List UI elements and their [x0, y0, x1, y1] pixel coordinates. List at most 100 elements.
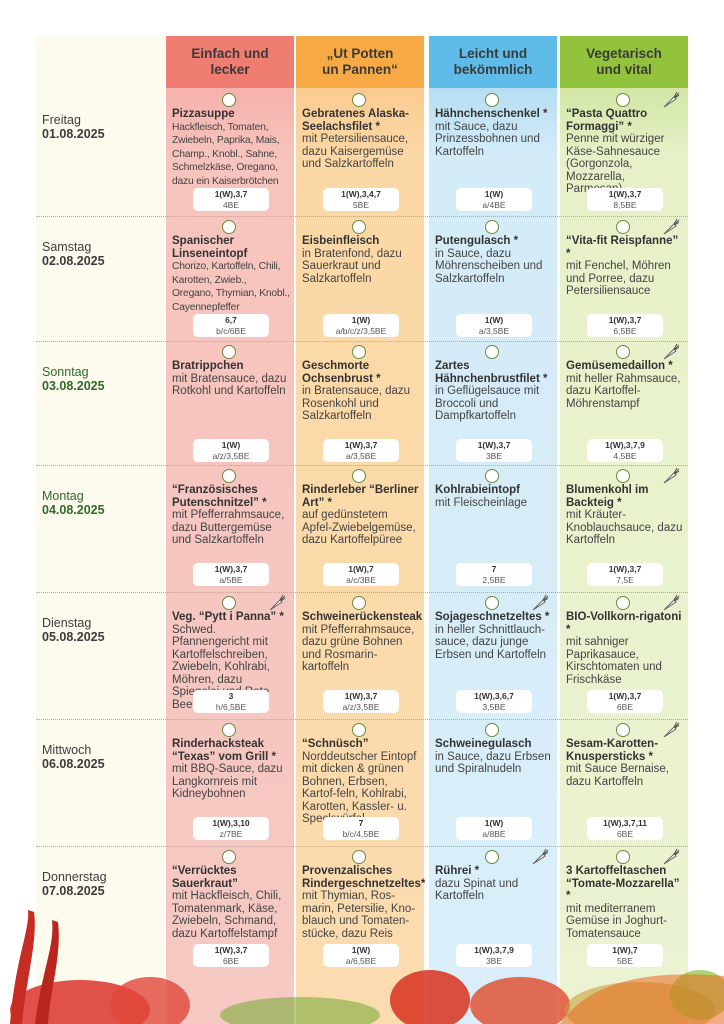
meal-description: mit Petersiliensauce, dazu Kaisergemüse … [302, 133, 409, 170]
meal-description: mit Pfefferrahmsauce, dazu grüne Bohnen … [302, 623, 415, 674]
allergen-info-box: 1(W),3,7 6BE [193, 944, 269, 967]
select-meal-checkbox[interactable] [222, 345, 236, 359]
allergen-info-box: 1(W) a/8BE [456, 817, 532, 840]
allergen-codes: 1(W) [351, 945, 371, 955]
meal-title: “Pasta Quattro Formaggi” * [566, 108, 648, 133]
vegetarian-carrot-icon [663, 467, 680, 484]
additive-be-codes: a/b/c/z/3,5BE [335, 326, 387, 336]
meal-cell-vegetarisch: Gemüsemedaillon * mit heller Rahmsauce, d… [560, 343, 684, 467]
allergen-info-box: 1(W),3,4,7 5BE [323, 188, 399, 211]
day-name: Freitag [42, 113, 81, 127]
allergen-info-box: 1(W),3,6,7 3,5BE [456, 690, 532, 713]
meal-description: auf gedünstetem Apfel-Zwiebelgemüse, daz… [302, 509, 416, 546]
allergen-info-box: 1(W),3,7 6BE [587, 690, 663, 713]
day-column-bg [36, 36, 164, 1024]
meal-description: mit Sauce Bernaise, dazu Kartoffeln [566, 763, 669, 788]
meal-title: “Schnüsch” [302, 738, 369, 750]
meal-title: Zartes Hähnchenbrustfilet * [435, 360, 548, 385]
meal-title: BIO-Vollkorn-rigatoni * [566, 611, 682, 636]
additive-be-codes: 3BE [485, 956, 503, 966]
additive-be-codes: 6BE [616, 829, 634, 839]
allergen-info-box: 1(W),7 5BE [587, 944, 663, 967]
allergen-info-box: 1(W),3,7,9 4,5BE [587, 439, 663, 462]
day-label: Donnerstag 07.08.2025 [42, 870, 162, 898]
select-meal-checkbox[interactable] [352, 723, 366, 737]
meal-description: in Bratenfond, dazu Sauerkraut und Salzk… [302, 247, 402, 285]
select-meal-checkbox[interactable] [222, 850, 236, 864]
day-label: Montag 04.08.2025 [42, 489, 162, 517]
select-meal-checkbox[interactable] [616, 850, 630, 864]
select-meal-checkbox[interactable] [352, 220, 366, 234]
allergen-info-box: 1(W),3,10 z/7BE [193, 817, 269, 840]
allergen-codes: 1(W),3,7,9 [474, 945, 514, 955]
select-meal-checkbox[interactable] [616, 345, 630, 359]
allergen-info-box: 1(W),3,7 4BE [193, 188, 269, 211]
meal-text: Eisbeinfleisch in Bratenfond, dazu Sauerk… [302, 235, 420, 285]
meal-cell-einfach: Bratrippchen mit Bratensauce, dazu Rotkoh… [166, 345, 290, 467]
meal-text: Putengulasch * in Sauce, dazu Möhrenschei… [435, 235, 553, 285]
select-meal-checkbox[interactable] [485, 345, 499, 359]
select-meal-checkbox[interactable] [222, 469, 236, 483]
allergen-codes: 1(W),3,7 [344, 440, 378, 450]
meal-cell-vegetarisch: 3 Kartoffeltaschen “Tomate-Mozzarella” *… [560, 848, 684, 972]
allergen-info-box: 1(W),3,7,9 3BE [456, 944, 532, 967]
select-meal-checkbox[interactable] [485, 469, 499, 483]
select-meal-checkbox[interactable] [616, 723, 630, 737]
day-name: Dienstag [42, 616, 92, 630]
header-line: „Ut Potten [326, 46, 394, 61]
select-meal-checkbox[interactable] [352, 596, 366, 610]
meal-cell-vegetarisch: Blumenkohl im Backteig * mit Kräuter-Knob… [560, 467, 684, 591]
meal-description: mit heller Rahmsauce, dazu Kartoffel-Möh… [566, 372, 681, 410]
select-meal-checkbox[interactable] [616, 596, 630, 610]
allergen-info-box: 3 h/6,5BE [193, 690, 269, 713]
meal-title: Eisbeinfleisch [302, 235, 380, 247]
additive-be-codes: a/3,5BE [478, 326, 510, 336]
select-meal-checkbox[interactable] [352, 93, 366, 107]
allergen-info-box: 7 2,5BE [456, 563, 532, 586]
meal-description: mit Fleischeinlage [435, 496, 528, 509]
select-meal-checkbox[interactable] [485, 596, 499, 610]
header-line: un Pannen“ [322, 62, 398, 77]
meal-description: in Sauce, dazu Erbsen und Spiralnudeln [435, 750, 551, 776]
select-meal-checkbox[interactable] [222, 596, 236, 610]
select-meal-checkbox[interactable] [352, 850, 366, 864]
additive-be-codes: 2,5BE [482, 575, 506, 585]
select-meal-checkbox[interactable] [616, 93, 630, 107]
select-meal-checkbox[interactable] [352, 469, 366, 483]
allergen-codes: 1(W),3,7 [214, 189, 248, 199]
meal-text: Gebratenes Alaska-Seelachsfilet * mit Pet… [302, 108, 420, 171]
meal-description: Penne mit würziger Käse-Sahnesauce (Gorg… [566, 133, 665, 195]
meal-text: Bratrippchen mit Bratensauce, dazu Rotkoh… [172, 360, 290, 398]
select-meal-checkbox[interactable] [485, 220, 499, 234]
day-label: Sonntag 03.08.2025 [42, 365, 162, 393]
select-meal-checkbox[interactable] [616, 220, 630, 234]
meal-text: Schweinegulasch in Sauce, dazu Erbsen und… [435, 738, 553, 776]
select-meal-checkbox[interactable] [222, 93, 236, 107]
additive-be-codes: a/z/3,5BE [342, 702, 380, 712]
select-meal-checkbox[interactable] [616, 469, 630, 483]
allergen-info-box: 6,7 b/c/6BE [193, 314, 269, 337]
select-meal-checkbox[interactable] [485, 723, 499, 737]
additive-be-codes: a/5BE [219, 575, 243, 585]
meal-title: Hähnchenschenkel * [435, 108, 548, 120]
select-meal-checkbox[interactable] [222, 723, 236, 737]
select-meal-checkbox[interactable] [222, 220, 236, 234]
allergen-info-box: 1(W) a/4BE [456, 188, 532, 211]
select-meal-checkbox[interactable] [485, 93, 499, 107]
select-meal-checkbox[interactable] [485, 850, 499, 864]
meal-text: Geschmorte Ochsenbrust * in Bratensauce, … [302, 360, 420, 423]
meal-title: Spanischer Linseneintopf [172, 235, 248, 260]
meal-description: in Geflügelsauce mit Broccoli und Dampfk… [435, 385, 540, 422]
meal-text: Zartes Hähnchenbrustfilet * in Geflügelsa… [435, 360, 553, 423]
additive-be-codes: a/4BE [482, 200, 506, 210]
allergen-info-box: 1(W),3,7 a/5BE [193, 563, 269, 586]
header-line: lecker [210, 62, 250, 77]
row-separator [36, 846, 688, 847]
allergen-codes: 1(W),3,7 [477, 440, 511, 450]
additive-be-codes: a/8BE [482, 829, 506, 839]
day-name: Mittwoch [42, 743, 92, 757]
meal-cell-potten: Gebratenes Alaska-Seelachsfilet * mit Pet… [296, 93, 420, 215]
meal-cell-einfach: “Verrücktes Sauerkraut” mit Hackfleisch, … [166, 850, 290, 972]
select-meal-checkbox[interactable] [352, 345, 366, 359]
allergen-info-box: 7 b/c/4,5BE [323, 817, 399, 840]
